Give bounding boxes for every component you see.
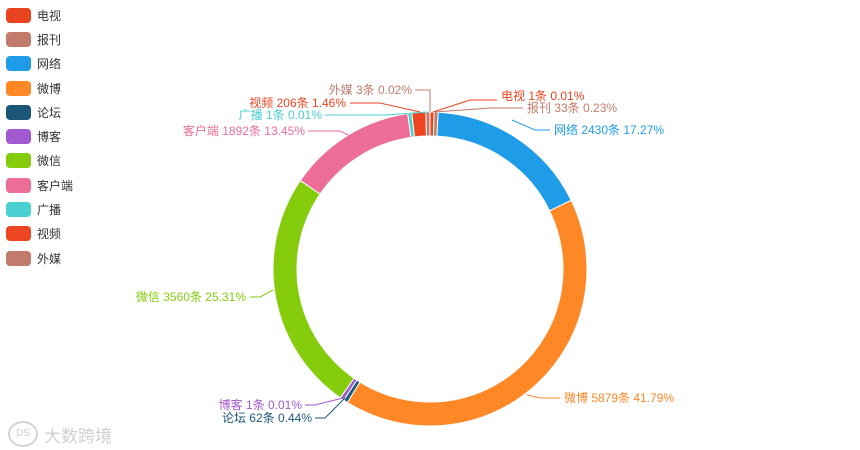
donut-slice[interactable] [346,199,588,427]
legend-item[interactable]: 外媒 [6,246,73,270]
label-leader-line [308,130,359,141]
legend-item[interactable]: 电视 [6,3,73,27]
legend-label: 论坛 [37,105,62,120]
legend-label: 电视 [37,8,62,23]
legend-swatch [6,202,31,218]
legend-label: 博客 [37,130,62,145]
donut-slice[interactable] [425,111,431,137]
data-label: 微博 5879条 41.79% [564,390,674,405]
legend-swatch [6,129,31,145]
label-leader-line [434,107,523,113]
legend-swatch [6,80,31,96]
label-leader-line [315,397,346,419]
legend-swatch [6,56,31,72]
data-label: 视频 206条 1.46% [249,95,346,110]
data-label: 客户端 1892条 13.45% [183,123,305,138]
watermark-text: 大数跨境 [44,426,112,446]
legend-item[interactable]: 微博 [6,76,73,100]
watermark-logo: DS [8,421,38,447]
label-leader-line [526,394,560,399]
legend-swatch [6,177,31,193]
legend-item[interactable]: 广播 [6,197,73,221]
legend-label: 视频 [37,227,62,242]
label-leader-line [350,102,421,113]
data-label: 广播 1条 0.01% [239,108,323,122]
legend-swatch [6,31,31,47]
data-label: 论坛 62条 0.44% [222,411,312,425]
legend-swatch [6,104,31,120]
label-leader-line [432,99,497,113]
legend-item[interactable]: 网络 [6,52,73,76]
chart-legend: 电视报刊网络微博论坛博客微信客户端广播视频外媒 [6,3,73,270]
legend-label: 广播 [37,203,62,218]
legend-item[interactable]: 论坛 [6,100,73,124]
legend-label: 微信 [37,154,62,169]
data-label: 报刊 33条 0.23% [527,100,617,115]
legend-swatch [6,250,31,266]
legend-item[interactable]: 微信 [6,149,73,173]
data-label: 外媒 3条 0.02% [329,83,413,97]
label-leader-line [325,111,429,116]
label-leader-line [305,397,344,406]
label-leader-line [250,289,274,298]
data-label: 微信 3560条 25.31% [136,290,246,304]
donut-slice[interactable] [436,111,572,212]
legend-label: 客户端 [37,178,74,193]
watermark: DS 大数跨境 [8,421,112,447]
legend-label: 网络 [37,57,62,72]
data-label: 博客 1条 0.01% [219,397,303,412]
legend-item[interactable]: 博客 [6,124,73,148]
donut-slice[interactable] [272,179,355,399]
legend-label: 微博 [37,81,62,96]
legend-item[interactable]: 报刊 [6,27,73,51]
legend-label: 报刊 [37,32,62,47]
legend-label: 外媒 [37,251,62,266]
donut-slice[interactable] [299,113,412,195]
label-leader-line [511,119,550,131]
legend-swatch [6,153,31,169]
data-label: 电视 1条 0.01% [501,88,585,103]
data-label: 网络 2430条 17.27% [554,122,664,137]
label-leader-line [415,89,431,112]
donut-slice[interactable] [411,111,428,138]
legend-swatch [6,226,31,242]
legend-item[interactable]: 视频 [6,222,73,246]
legend-swatch [6,7,31,23]
legend-item[interactable]: 客户端 [6,173,73,197]
